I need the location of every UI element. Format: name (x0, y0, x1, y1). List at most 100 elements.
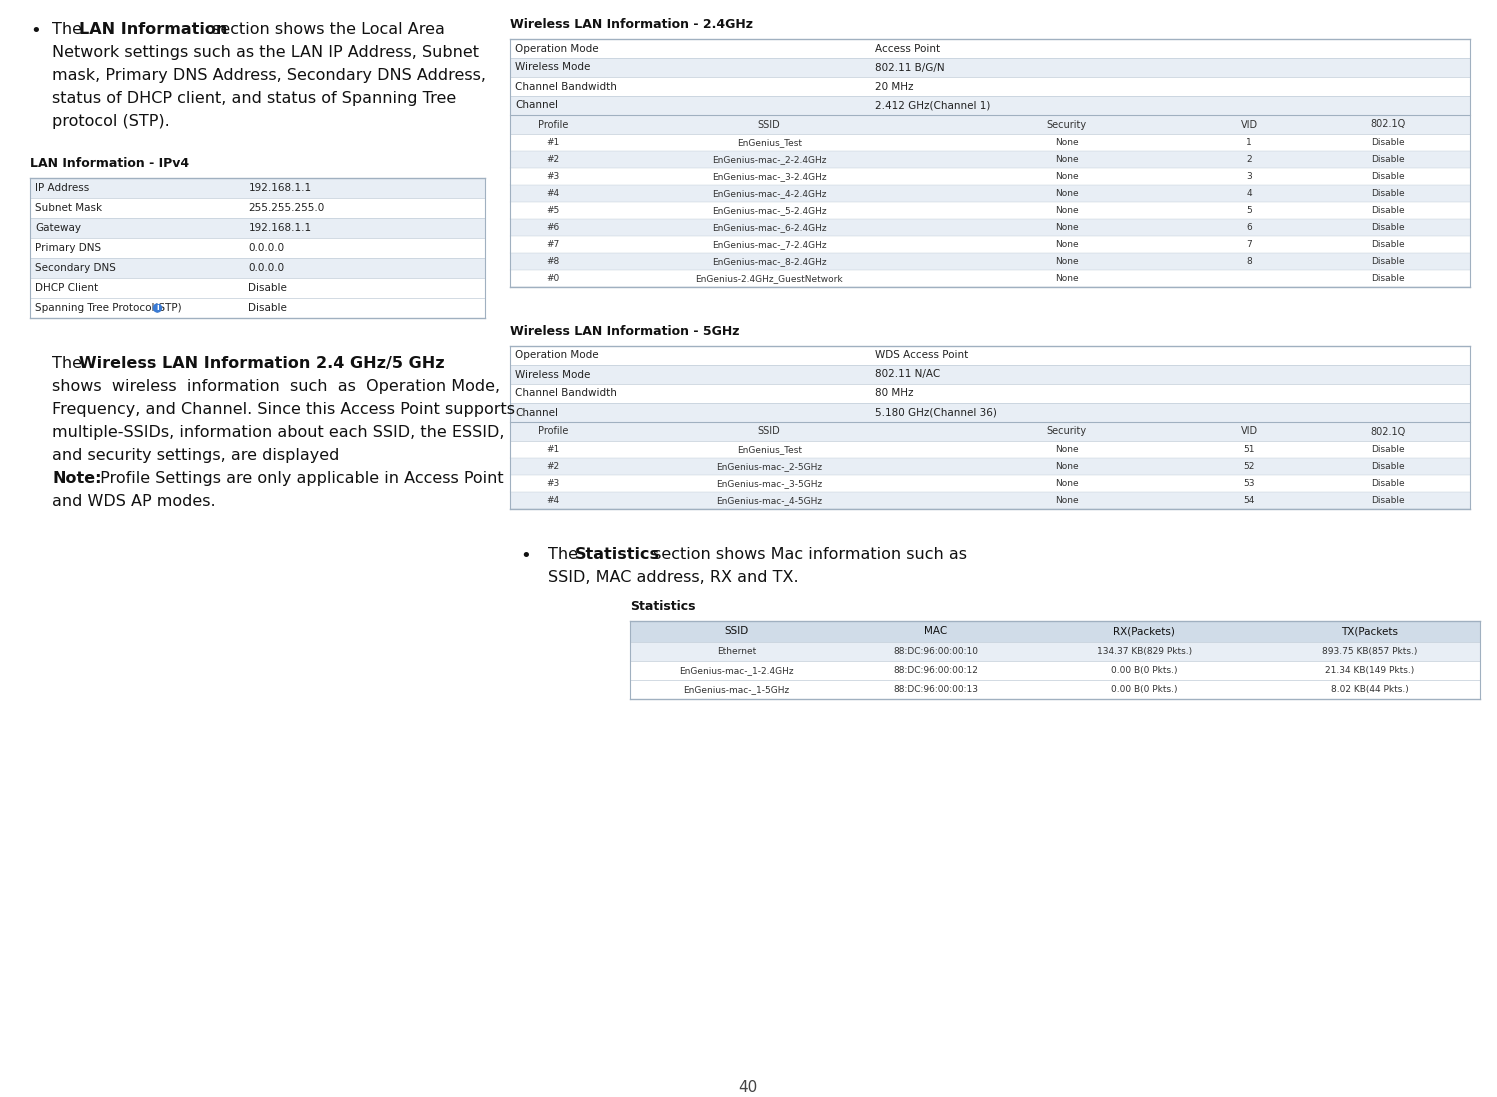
Bar (510, 422, 1470, 441)
Text: #6: #6 (546, 223, 560, 231)
Text: EnGenius-2.4GHz_GuestNetwork: EnGenius-2.4GHz_GuestNetwork (696, 274, 843, 283)
Text: EnGenius-mac-_4-2.4GHz: EnGenius-mac-_4-2.4GHz (713, 189, 826, 197)
Bar (30, 197, 485, 218)
Text: 7: 7 (1247, 240, 1251, 249)
Text: EnGenius-mac-_2-2.4GHz: EnGenius-mac-_2-2.4GHz (713, 155, 826, 163)
Text: Channel Bandwidth: Channel Bandwidth (515, 388, 617, 398)
Text: Access Point: Access Point (874, 44, 940, 54)
Bar (30, 238, 485, 258)
Text: 255.255.255.0: 255.255.255.0 (249, 203, 325, 213)
Text: Disable: Disable (1371, 257, 1406, 265)
Bar (630, 621, 1481, 642)
Text: SSID: SSID (725, 626, 748, 636)
Text: 1: 1 (1247, 138, 1251, 147)
Text: SSID: SSID (757, 120, 780, 129)
Text: Statistics: Statistics (630, 600, 696, 613)
Text: 5.180 GHz(Channel 36): 5.180 GHz(Channel 36) (874, 407, 997, 418)
Text: None: None (1055, 223, 1079, 231)
Text: 88:DC:96:00:00:12: 88:DC:96:00:00:12 (894, 666, 979, 675)
Text: Note:: Note: (52, 471, 102, 486)
Text: Profile: Profile (537, 120, 569, 129)
Text: Wireless Mode: Wireless Mode (515, 370, 590, 380)
Text: Channel Bandwidth: Channel Bandwidth (515, 81, 617, 91)
Text: 6: 6 (1247, 223, 1251, 231)
Text: Disable: Disable (1371, 445, 1406, 454)
Text: The: The (52, 22, 87, 37)
Text: 0.00 B(0 Pkts.): 0.00 B(0 Pkts.) (1111, 666, 1178, 675)
Text: 53: 53 (1244, 479, 1254, 488)
Text: section shows Mac information such as: section shows Mac information such as (648, 547, 967, 562)
Text: Profile: Profile (537, 427, 569, 437)
Text: None: None (1055, 240, 1079, 249)
Text: EnGenius-mac-_3-5GHz: EnGenius-mac-_3-5GHz (716, 479, 822, 488)
Text: #4: #4 (546, 496, 560, 505)
Text: 893.75 KB(857 Pkts.): 893.75 KB(857 Pkts.) (1322, 647, 1418, 656)
Text: 21.34 KB(149 Pkts.): 21.34 KB(149 Pkts.) (1325, 666, 1415, 675)
Text: None: None (1055, 496, 1079, 505)
Text: None: None (1055, 206, 1079, 215)
Text: LAN Information: LAN Information (79, 22, 228, 37)
Text: #3: #3 (546, 479, 560, 488)
Bar (510, 115, 1470, 134)
Text: Disable: Disable (1371, 189, 1406, 197)
Bar (30, 278, 485, 298)
Bar (630, 661, 1481, 680)
Text: SSID: SSID (757, 427, 780, 437)
Text: The: The (548, 547, 584, 562)
Text: #5: #5 (546, 206, 560, 215)
Text: None: None (1055, 155, 1079, 163)
Text: Disable: Disable (1371, 138, 1406, 147)
Text: 802.1Q: 802.1Q (1371, 120, 1406, 129)
Text: 88:DC:96:00:00:13: 88:DC:96:00:00:13 (894, 685, 979, 694)
Bar (630, 680, 1481, 699)
Text: None: None (1055, 274, 1079, 283)
Bar (510, 365, 1470, 384)
Text: Security: Security (1046, 120, 1087, 129)
Text: RX(Packets): RX(Packets) (1114, 626, 1175, 636)
Bar (510, 491, 1470, 509)
Text: #7: #7 (546, 240, 560, 249)
Text: DHCP Client: DHCP Client (34, 283, 99, 293)
Text: status of DHCP client, and status of Spanning Tree: status of DHCP client, and status of Spa… (52, 91, 457, 106)
Text: WDS Access Point: WDS Access Point (874, 351, 969, 361)
Text: EnGenius-mac-_1-5GHz: EnGenius-mac-_1-5GHz (683, 685, 789, 694)
Bar (510, 346, 1470, 365)
Bar (510, 39, 1470, 58)
Text: 802.11 B/G/N: 802.11 B/G/N (874, 63, 945, 72)
Text: EnGenius-mac-_7-2.4GHz: EnGenius-mac-_7-2.4GHz (713, 240, 826, 249)
Text: •: • (519, 547, 531, 565)
Text: TX(Packets: TX(Packets (1341, 626, 1398, 636)
Text: Operation Mode: Operation Mode (515, 44, 599, 54)
Text: shows  wireless  information  such  as  Operation Mode,: shows wireless information such as Opera… (52, 378, 500, 394)
Text: 3: 3 (1247, 172, 1251, 181)
Text: 0.0.0.0: 0.0.0.0 (249, 263, 284, 273)
Bar (510, 134, 1470, 151)
Text: Disable: Disable (249, 303, 287, 313)
Bar (510, 459, 1470, 475)
Text: 2.412 GHz(Channel 1): 2.412 GHz(Channel 1) (874, 101, 990, 111)
Bar (510, 219, 1470, 236)
Text: EnGenius-mac-_2-5GHz: EnGenius-mac-_2-5GHz (716, 462, 822, 471)
Text: Network settings such as the LAN IP Address, Subnet: Network settings such as the LAN IP Addr… (52, 45, 479, 60)
Text: Subnet Mask: Subnet Mask (34, 203, 102, 213)
Text: EnGenius-mac-_6-2.4GHz: EnGenius-mac-_6-2.4GHz (713, 223, 826, 231)
Text: Disable: Disable (1371, 496, 1406, 505)
Text: Disable: Disable (1371, 462, 1406, 471)
Bar (510, 77, 1470, 97)
Bar (510, 475, 1470, 491)
Text: i: i (156, 304, 159, 313)
Text: EnGenius_Test: EnGenius_Test (737, 138, 802, 147)
Text: Operation Mode: Operation Mode (515, 351, 599, 361)
Text: 2: 2 (1247, 155, 1251, 163)
Text: protocol (STP).: protocol (STP). (52, 114, 169, 129)
Text: None: None (1055, 138, 1079, 147)
Text: Disable: Disable (249, 283, 287, 293)
Text: #0: #0 (546, 274, 560, 283)
Bar (510, 58, 1470, 77)
Bar (510, 441, 1470, 459)
Bar (510, 185, 1470, 202)
Text: MAC: MAC (924, 626, 948, 636)
Text: 54: 54 (1244, 496, 1254, 505)
Bar (30, 258, 485, 278)
Text: EnGenius-mac-_4-5GHz: EnGenius-mac-_4-5GHz (716, 496, 822, 505)
